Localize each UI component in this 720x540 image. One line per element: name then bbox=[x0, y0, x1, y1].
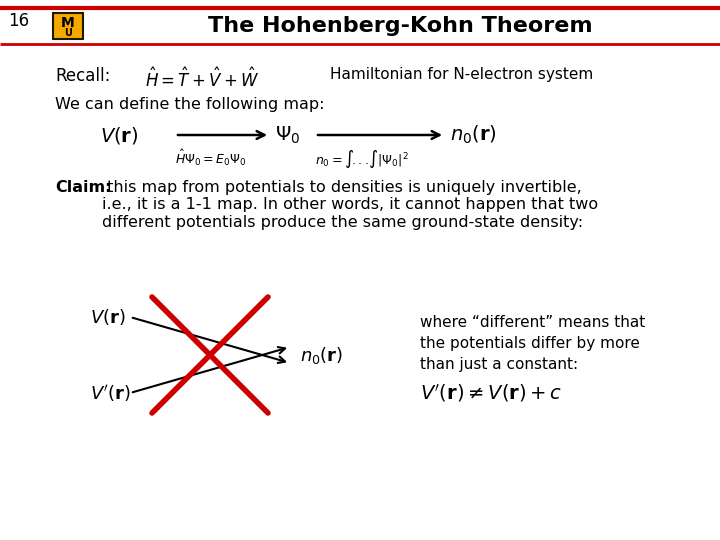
Text: $\hat{H} = \hat{T} + \hat{V} + \hat{W}$: $\hat{H} = \hat{T} + \hat{V} + \hat{W}$ bbox=[145, 67, 259, 91]
FancyBboxPatch shape bbox=[53, 13, 83, 39]
Text: Recall:: Recall: bbox=[55, 67, 110, 85]
Text: Claim:: Claim: bbox=[55, 180, 112, 195]
Text: where “different” means that
the potentials differ by more
than just a constant:: where “different” means that the potenti… bbox=[420, 315, 645, 372]
Text: $n_0 = \int\!...\!\int|\Psi_0|^2$: $n_0 = \int\!...\!\int|\Psi_0|^2$ bbox=[315, 148, 409, 170]
Text: $V(\mathbf{r})$: $V(\mathbf{r})$ bbox=[100, 125, 138, 145]
Text: Hamiltonian for N-electron system: Hamiltonian for N-electron system bbox=[330, 67, 593, 82]
Text: The Hohenberg-Kohn Theorem: The Hohenberg-Kohn Theorem bbox=[207, 16, 593, 36]
Text: $V(\mathbf{r})$: $V(\mathbf{r})$ bbox=[90, 307, 126, 327]
Text: U: U bbox=[64, 28, 72, 38]
Text: We can define the following map:: We can define the following map: bbox=[55, 97, 325, 112]
Text: $V'(\mathbf{r}) \neq V(\mathbf{r}) + c$: $V'(\mathbf{r}) \neq V(\mathbf{r}) + c$ bbox=[420, 382, 562, 404]
Text: $n_0(\mathbf{r})$: $n_0(\mathbf{r})$ bbox=[450, 124, 497, 146]
Text: $n_0(\mathbf{r})$: $n_0(\mathbf{r})$ bbox=[300, 345, 343, 366]
Text: $\Psi_0$: $\Psi_0$ bbox=[275, 124, 300, 146]
Text: 16: 16 bbox=[8, 12, 29, 30]
Text: this map from potentials to densities is uniquely invertible,
i.e., it is a 1-1 : this map from potentials to densities is… bbox=[102, 180, 598, 230]
Text: M: M bbox=[61, 16, 75, 30]
Text: $V'(\mathbf{r})$: $V'(\mathbf{r})$ bbox=[90, 382, 131, 403]
Text: $\hat{H}\Psi_0 = E_0\Psi_0$: $\hat{H}\Psi_0 = E_0\Psi_0$ bbox=[175, 148, 246, 168]
